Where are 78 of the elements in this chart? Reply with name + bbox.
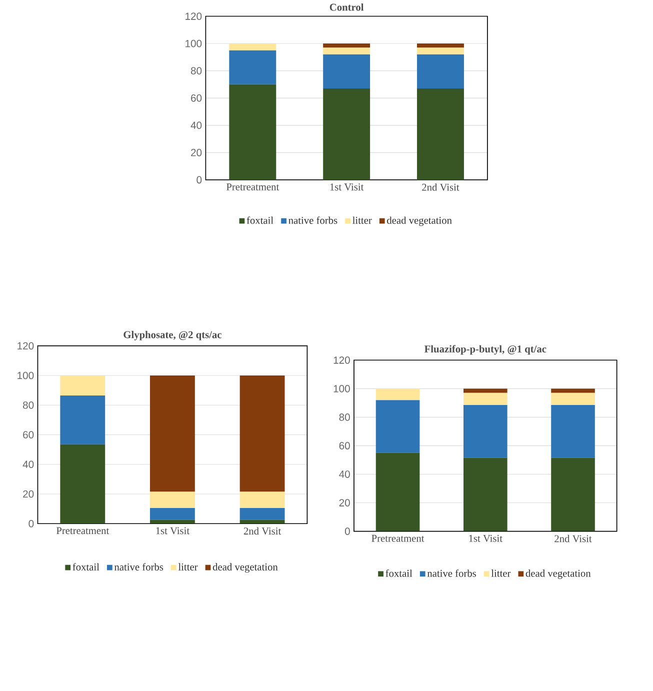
bar (416, 88, 464, 180)
bar (229, 50, 276, 84)
x-tick-label: Pretreatment (371, 534, 424, 542)
y-tick-label: 80 (339, 414, 350, 421)
bar (550, 405, 595, 458)
legend-label: litter (491, 570, 510, 577)
y-tick-label: 100 (17, 372, 34, 380)
legend-label: foxtail (386, 569, 412, 577)
bar (150, 375, 195, 492)
bar (229, 44, 276, 50)
x-tick-label: 1st Visit (330, 183, 364, 190)
bar (322, 54, 370, 89)
bar (322, 44, 370, 48)
y-tick-label: 80 (22, 401, 34, 409)
y-tick-label: 20 (190, 148, 202, 156)
legend-label: native forbs (427, 569, 476, 577)
y-tick-label: 100 (334, 385, 350, 392)
x-tick-label: 2nd Visit (244, 527, 281, 535)
x-tick-label: 1st Visit (156, 527, 190, 534)
bar (376, 388, 420, 400)
legend-label: dead vegetation (212, 563, 278, 573)
y-tick-label: 40 (338, 470, 350, 478)
y-tick-label: 40 (22, 460, 34, 468)
legend-label: dead vegetation (526, 570, 590, 579)
bar (463, 392, 508, 406)
legend-label: litter (178, 563, 198, 570)
y-tick-label: 0 (196, 176, 202, 184)
bar (60, 395, 105, 444)
bar (229, 84, 276, 180)
bar (150, 508, 195, 520)
bar (550, 458, 595, 532)
bar (416, 54, 464, 89)
bar (463, 405, 508, 458)
bar (550, 388, 595, 393)
bar (240, 375, 285, 492)
x-tick-label: 2nd Visit (422, 183, 460, 191)
bar (60, 444, 105, 524)
y-tick-label: 20 (339, 499, 350, 506)
bar (376, 452, 420, 532)
x-tick-label: 1st Visit (469, 534, 502, 542)
legend-label: dead vegetation (386, 216, 452, 226)
y-tick-label: 60 (190, 94, 202, 102)
x-tick-label: Pretreatment (226, 183, 279, 190)
bar (240, 492, 285, 508)
bar (322, 48, 370, 54)
chart-title: Control (330, 3, 364, 11)
y-tick-label: 120 (185, 12, 202, 20)
y-tick-label: 0 (344, 528, 350, 535)
y-tick-label: 0 (28, 520, 34, 528)
legend-label: native forbs (114, 563, 163, 571)
y-tick-label: 120 (17, 342, 34, 350)
bar (463, 458, 508, 532)
y-tick-label: 80 (190, 67, 202, 74)
bar (463, 388, 508, 393)
legend-label: native forbs (288, 216, 338, 224)
chart-title: Glyphosate, @2 qts/ac (124, 330, 222, 340)
y-tick-label: 20 (22, 490, 34, 498)
bar (322, 88, 370, 180)
y-tick-label: 60 (22, 431, 34, 438)
bar (416, 48, 464, 54)
y-tick-label: 40 (190, 122, 202, 129)
x-tick-label: 2nd Visit (554, 534, 592, 542)
bar (240, 508, 285, 520)
bar (240, 520, 285, 524)
x-tick-label: Pretreatment (56, 527, 109, 534)
legend-label: litter (352, 216, 372, 224)
bar (416, 44, 464, 48)
bar (550, 392, 595, 406)
bar (376, 400, 420, 453)
bar (150, 520, 195, 524)
y-tick-label: 120 (334, 356, 350, 364)
bar (60, 375, 105, 396)
bar (150, 492, 195, 508)
y-tick-label: 100 (185, 40, 202, 48)
chart-title: Fluazifop-p-butyl, @1 qt/ac (424, 345, 546, 355)
legend-label: foxtail (72, 563, 100, 571)
legend-label: foxtail (246, 216, 274, 224)
y-tick-label: 60 (339, 442, 350, 450)
